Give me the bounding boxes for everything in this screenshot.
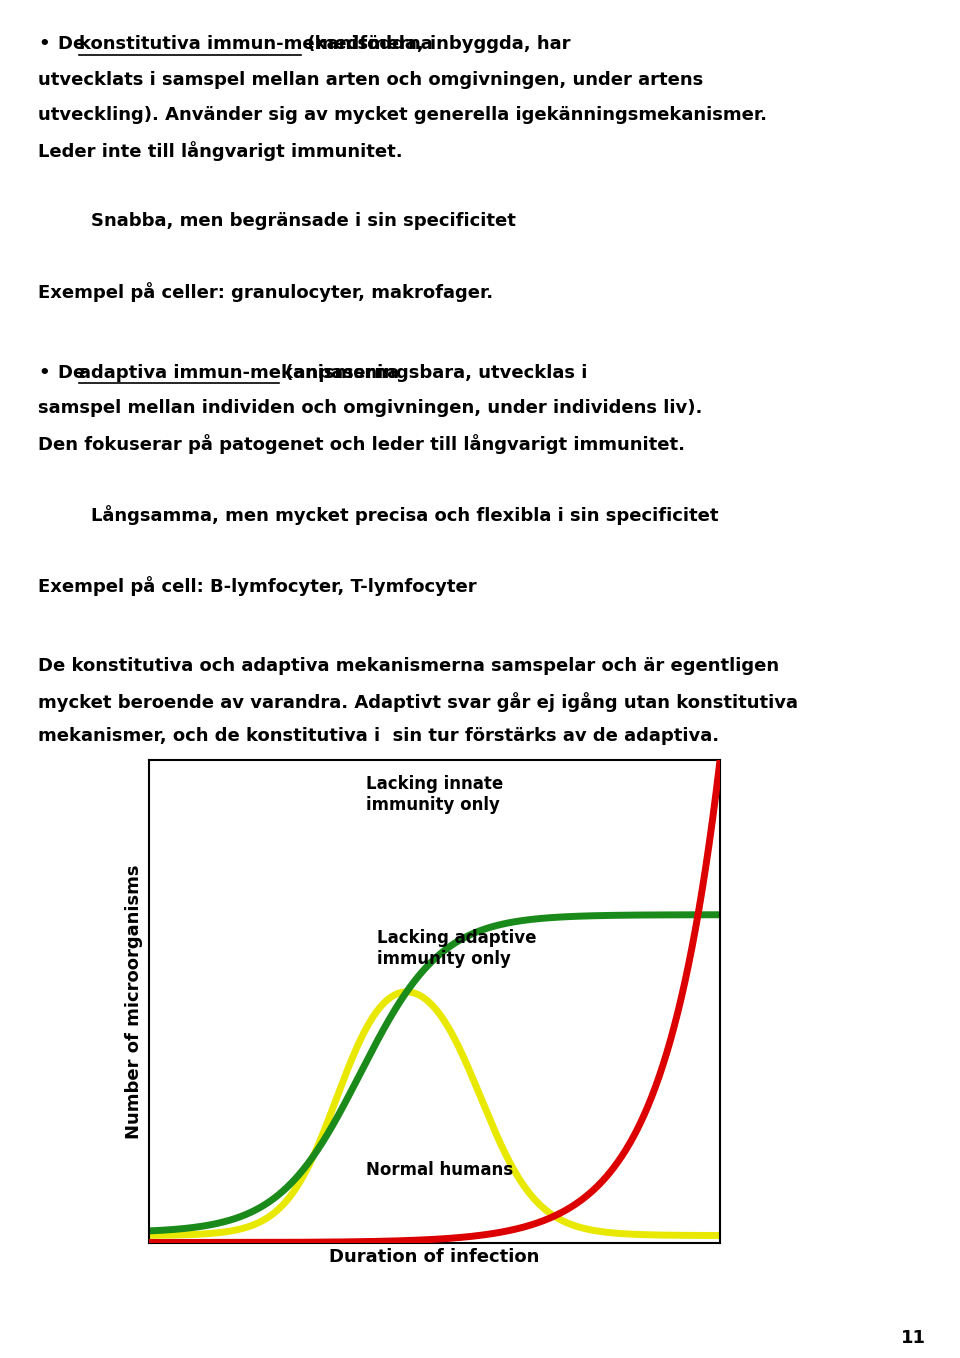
Text: •: •: [38, 364, 50, 382]
Text: samspel mellan individen och omgivningen, under individens liv).: samspel mellan individen och omgivningen…: [38, 399, 703, 417]
Text: utveckling). Använder sig av mycket generella igekänningsmekanismer.: utveckling). Använder sig av mycket gene…: [38, 106, 767, 124]
Text: Lacking adaptive
immunity only: Lacking adaptive immunity only: [377, 929, 537, 968]
Text: Exempel på celler: granulocyter, makrofager.: Exempel på celler: granulocyter, makrofa…: [38, 282, 493, 303]
Text: (medfödda, inbyggda, har: (medfödda, inbyggda, har: [301, 35, 571, 53]
Text: Normal humans: Normal humans: [366, 1161, 513, 1179]
Text: De: De: [58, 364, 91, 382]
Text: •: •: [38, 35, 50, 53]
Text: De: De: [58, 35, 91, 53]
Text: mekanismer, och de konstitutiva i  sin tur förstärks av de adaptiva.: mekanismer, och de konstitutiva i sin tu…: [38, 728, 720, 746]
X-axis label: Duration of infection: Duration of infection: [329, 1248, 540, 1266]
Text: Leder inte till långvarigt immunitet.: Leder inte till långvarigt immunitet.: [38, 141, 403, 162]
Text: adaptiva immun-mekanismerna: adaptiva immun-mekanismerna: [79, 364, 398, 382]
Text: 11: 11: [901, 1329, 926, 1347]
Text: Den fokuserar på patogenet och leder till långvarigt immunitet.: Den fokuserar på patogenet och leder til…: [38, 435, 685, 455]
Text: mycket beroende av varandra. Adaptivt svar går ej igång utan konstitutiva: mycket beroende av varandra. Adaptivt sv…: [38, 693, 799, 712]
Text: Lacking innate
immunity only: Lacking innate immunity only: [366, 775, 503, 813]
Text: De konstitutiva och adaptiva mekanismerna samspelar och är egentligen: De konstitutiva och adaptiva mekanismern…: [38, 657, 780, 675]
Text: (anpassningsbara, utvecklas i: (anpassningsbara, utvecklas i: [279, 364, 588, 382]
Text: Snabba, men begränsade i sin specificitet: Snabba, men begränsade i sin specificite…: [91, 212, 516, 230]
Text: Långsamma, men mycket precisa och flexibla i sin specificitet: Långsamma, men mycket precisa och flexib…: [91, 505, 719, 526]
Text: utvecklats i samspel mellan arten och omgivningen, under artens: utvecklats i samspel mellan arten och om…: [38, 71, 704, 88]
Text: Exempel på cell: B-lymfocyter, T-lymfocyter: Exempel på cell: B-lymfocyter, T-lymfocy…: [38, 576, 477, 596]
Y-axis label: Number of microorganisms: Number of microorganisms: [125, 864, 143, 1139]
Text: konstitutiva immun-mekanismerna: konstitutiva immun-mekanismerna: [79, 35, 432, 53]
